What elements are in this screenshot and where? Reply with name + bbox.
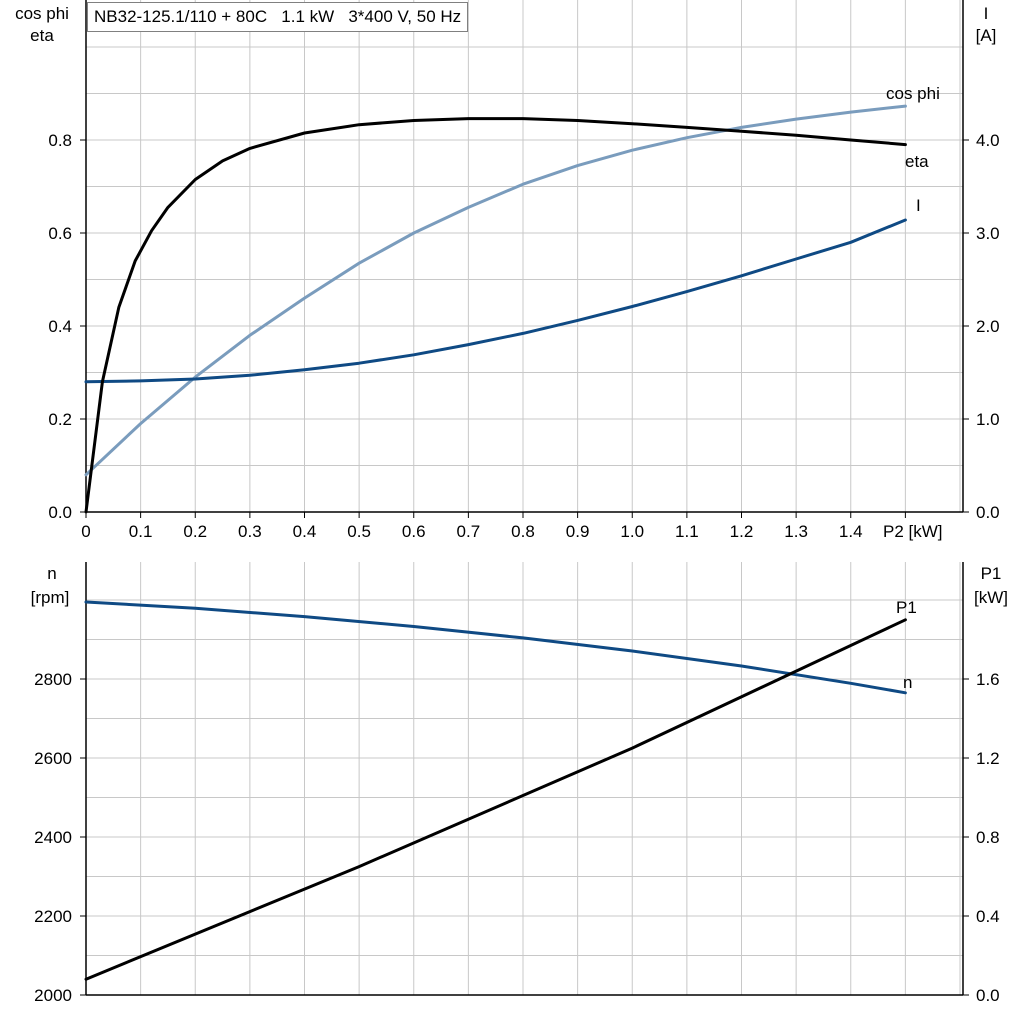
- bottom-right-tick-label: 0.4: [976, 907, 1000, 926]
- bottom-right-axis-title-line2: [kW]: [974, 588, 1008, 607]
- eta-series-label: eta: [905, 152, 929, 171]
- x-tick-label: 0.2: [183, 522, 207, 541]
- x-tick-label: 0.8: [511, 522, 535, 541]
- x-tick-label: 0.1: [129, 522, 153, 541]
- bottom-left-tick-label: 2400: [34, 828, 72, 847]
- x-tick-label: 1.4: [839, 522, 863, 541]
- speed-line: [84, 600, 907, 695]
- x-tick-label: 0.4: [293, 522, 317, 541]
- cos-phi-series-label: cos phi: [886, 84, 940, 103]
- left-tick-label: 0.4: [48, 317, 72, 336]
- x-axis-label: P2 [kW]: [883, 522, 943, 541]
- bottom-right-axis-title-line1: P1: [981, 564, 1002, 583]
- bottom-left-tick-label: 2000: [34, 986, 72, 1005]
- current-line: [84, 218, 907, 384]
- bottom-left-axis-title-line1: n: [47, 564, 56, 583]
- bottom-right-tick-label: 1.2: [976, 749, 1000, 768]
- bottom-right-tick-label: 0.0: [976, 986, 1000, 1005]
- current-series-label: I: [916, 196, 921, 215]
- x-tick-label: 0.6: [402, 522, 426, 541]
- bottom-left-tick-label: 2800: [34, 670, 72, 689]
- bottom-right-tick-label: 0.8: [976, 828, 1000, 847]
- left-tick-label: 0.6: [48, 224, 72, 243]
- chart-title: NB32-125.1/110 + 80C 1.1 kW 3*400 V, 50 …: [87, 2, 469, 32]
- right-tick-label: 0.0: [976, 503, 1000, 522]
- bottom-left-axis-title-line2: [rpm]: [31, 588, 70, 607]
- left-axis-title-line1: cos phi: [15, 4, 69, 23]
- right-tick-label: 1.0: [976, 410, 1000, 429]
- right-axis-title-line1: I: [984, 4, 989, 23]
- x-tick-label: 0.3: [238, 522, 262, 541]
- bottom-right-tick-label: 1.6: [976, 670, 1000, 689]
- x-tick-label: 1.3: [784, 522, 808, 541]
- left-tick-label: 0.2: [48, 410, 72, 429]
- speed-series-label: n: [903, 673, 912, 692]
- bottom-left-tick-label: 2200: [34, 907, 72, 926]
- left-tick-label: 0.8: [48, 131, 72, 150]
- x-tick-label: 0.7: [457, 522, 481, 541]
- left-axis-title-line2: eta: [30, 26, 54, 45]
- x-tick-label: 0.5: [347, 522, 371, 541]
- x-tick-label: 1.0: [620, 522, 644, 541]
- x-tick-label: 0: [81, 522, 90, 541]
- bottom-left-tick-label: 2600: [34, 749, 72, 768]
- right-tick-label: 3.0: [976, 224, 1000, 243]
- x-tick-label: 1.2: [730, 522, 754, 541]
- eta-line: [84, 117, 907, 514]
- cos-phi-line: [84, 104, 907, 477]
- left-tick-label: 0.0: [48, 503, 72, 522]
- p1-series-label: P1: [896, 598, 917, 617]
- x-tick-label: 1.1: [675, 522, 699, 541]
- right-tick-label: 2.0: [976, 317, 1000, 336]
- p1-line: [84, 618, 907, 981]
- right-tick-label: 4.0: [976, 131, 1000, 150]
- right-axis-title-line2: [A]: [976, 26, 997, 45]
- x-tick-label: 0.9: [566, 522, 590, 541]
